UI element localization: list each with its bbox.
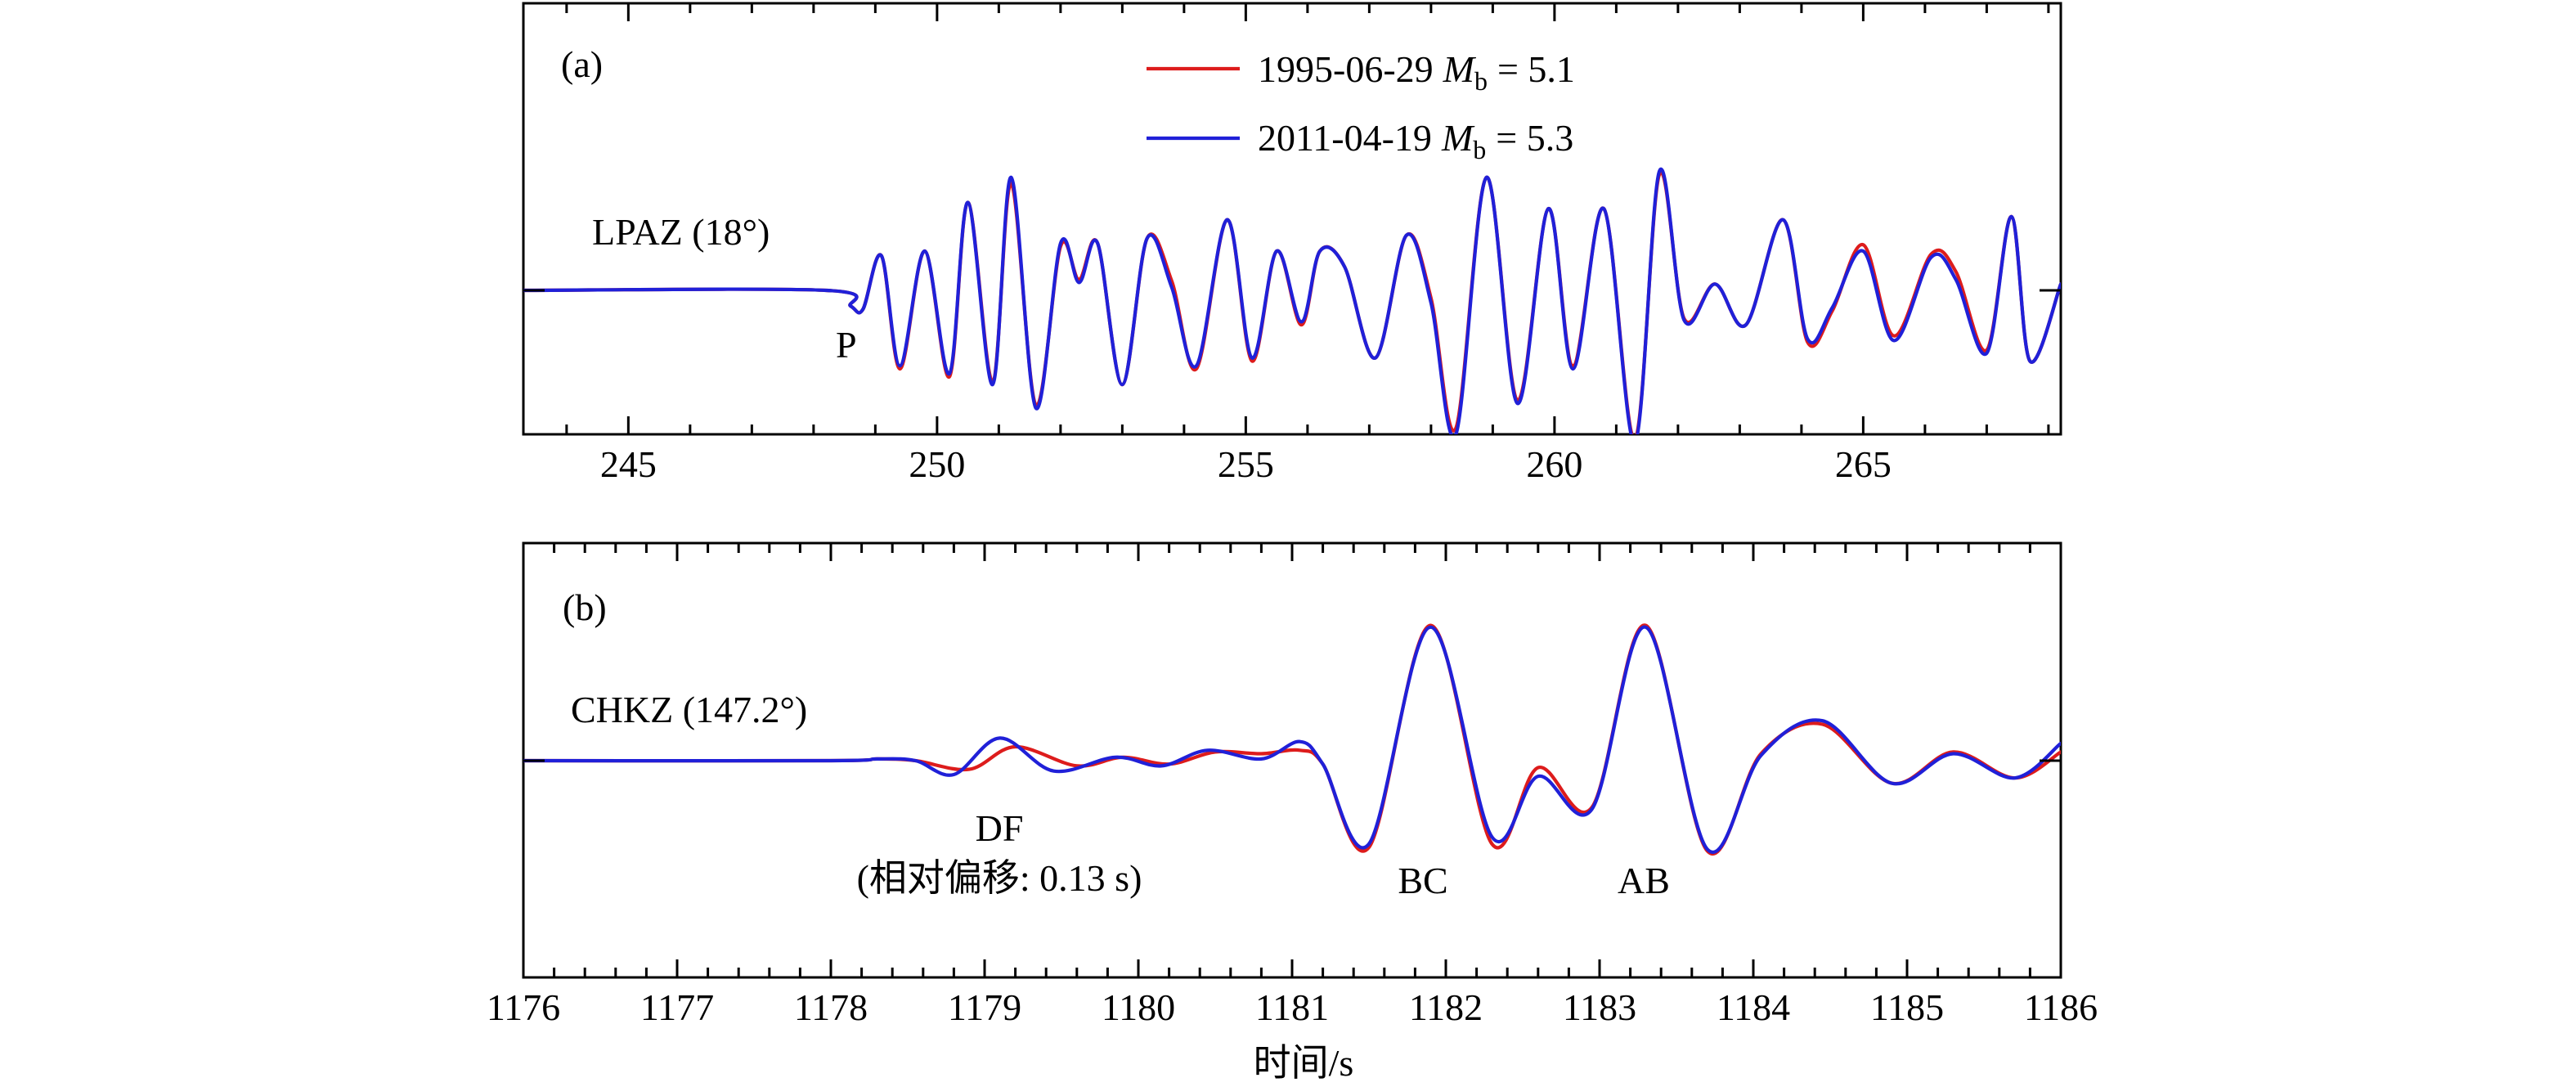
panel-b-label: (b) — [563, 586, 607, 628]
panel-b-tick-label: 1182 — [1409, 986, 1483, 1028]
legend-red-date: 1995-06-29 — [1258, 48, 1434, 90]
legend-blue-m: M — [1441, 117, 1475, 159]
legend-red-value: = 5.1 — [1497, 48, 1575, 90]
df-phase-label: DF — [976, 807, 1024, 849]
panel-a: 245 250 255 260 265 (a) LPAZ (18°) P 1995-06… — [522, 2, 2062, 485]
panel-b-tick-label: 1176 — [487, 986, 560, 1028]
relative-shift-label: (相对偏移: 0.13 s) — [857, 857, 1142, 899]
panel-a-tick-label: 260 — [1526, 443, 1582, 485]
p-phase-label: P — [836, 324, 857, 366]
legend-blue-date: 2011-04-19 — [1258, 117, 1432, 159]
panel-b-tick-label: 1181 — [1255, 986, 1329, 1028]
x-axis-title: 时间/s — [1254, 1042, 1354, 1084]
panel-a-trace-blue — [523, 167, 2061, 434]
panel-a-tick-label: 250 — [909, 443, 965, 485]
panel-a-frame — [522, 2, 2062, 436]
legend-red-m: M — [1443, 48, 1477, 90]
legend-blue-b: b — [1473, 135, 1486, 164]
legend-blue-value: = 5.3 — [1496, 117, 1573, 159]
ab-phase-label: AB — [1618, 860, 1670, 901]
panel-a-label: (a) — [561, 43, 603, 85]
panel-a-x-axis: 245 250 255 260 265 — [565, 3, 2050, 485]
panel-b-tick-label: 1180 — [1102, 986, 1175, 1028]
panel-b-tick-label: 1186 — [2024, 986, 2098, 1028]
panel-b-trace-blue — [523, 625, 2061, 854]
panel-b-tick-label: 1179 — [948, 986, 1021, 1028]
panel-b: 1176 1177 1178 1179 1180 1181 1182 1183 1184 1185… — [487, 541, 2098, 1084]
panel-b-tick-label: 1183 — [1563, 986, 1636, 1028]
panel-a-tick-label: 245 — [600, 443, 657, 485]
panel-b-station-label: CHKZ (147.2°) — [571, 689, 807, 730]
legend-red-text: 1995-06-29 Mb = 5.1 — [1258, 48, 1575, 96]
panel-b-tick-label: 1184 — [1717, 986, 1790, 1028]
legend-blue-text: 2011-04-19 Mb = 5.3 — [1258, 117, 1573, 164]
panel-a-station-label: LPAZ (18°) — [592, 211, 770, 253]
panel-b-tick-label: 1178 — [794, 986, 868, 1028]
panel-b-tick-label: 1177 — [640, 986, 714, 1028]
panel-b-tick-label: 1185 — [1870, 986, 1944, 1028]
panel-b-traces — [523, 623, 2061, 856]
panel-a-traces — [523, 167, 2061, 434]
legend-red-b: b — [1474, 66, 1488, 96]
bc-phase-label: BC — [1398, 860, 1447, 901]
panel-b-trace-red — [523, 623, 2061, 856]
legend: 1995-06-29 Mb = 5.1 2011-04-19 Mb = 5.3 — [1147, 48, 1575, 164]
panel-a-plot-area — [523, 167, 2061, 434]
panel-b-x-axis: 1176 1177 1178 1179 1180 1181 1182 1183 1184 1185… — [487, 543, 2098, 1028]
panel-a-tick-label: 255 — [1218, 443, 1274, 485]
panel-a-tick-label: 265 — [1835, 443, 1892, 485]
